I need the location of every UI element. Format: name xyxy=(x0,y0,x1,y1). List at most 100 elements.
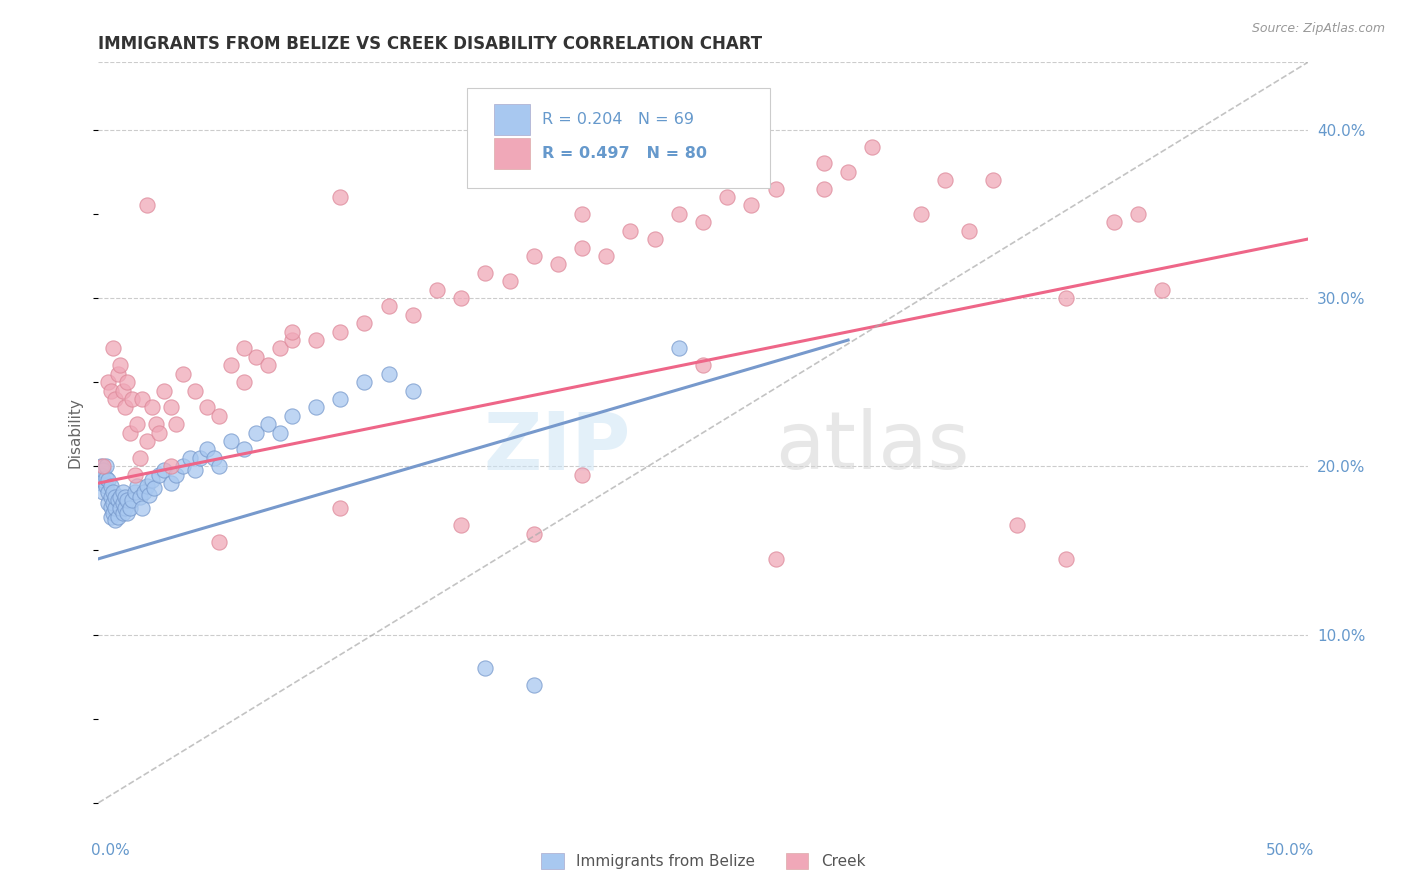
Point xyxy=(184,384,207,398)
Point xyxy=(305,401,328,415)
Point xyxy=(1054,291,1077,305)
Point xyxy=(111,484,134,499)
Point xyxy=(813,181,835,195)
Point xyxy=(668,207,690,221)
Point xyxy=(179,450,201,465)
Point xyxy=(204,450,226,465)
Point xyxy=(1054,551,1077,566)
Point xyxy=(619,224,641,238)
Point xyxy=(221,434,243,448)
Point xyxy=(910,207,932,221)
Point xyxy=(91,484,114,499)
Point xyxy=(281,325,304,339)
Point xyxy=(813,156,835,170)
Point xyxy=(208,459,231,474)
Point xyxy=(208,535,231,549)
Point xyxy=(128,450,150,465)
Point xyxy=(245,425,267,440)
Point xyxy=(547,257,569,271)
Point xyxy=(934,173,956,187)
Point xyxy=(1152,283,1174,297)
Point xyxy=(91,462,114,476)
Point xyxy=(100,384,122,398)
Point xyxy=(114,501,136,516)
Point xyxy=(765,551,787,566)
Point xyxy=(571,467,593,482)
Point xyxy=(474,661,496,675)
Point xyxy=(160,401,183,415)
Point xyxy=(131,392,153,406)
Point xyxy=(232,442,254,457)
Text: Source: ZipAtlas.com: Source: ZipAtlas.com xyxy=(1251,22,1385,36)
Point xyxy=(135,479,157,493)
Text: ZIP: ZIP xyxy=(484,409,630,486)
Point xyxy=(402,384,425,398)
Point xyxy=(141,473,163,487)
Point xyxy=(281,409,304,423)
Point xyxy=(97,473,120,487)
Point xyxy=(184,462,207,476)
Point xyxy=(141,401,163,415)
Point xyxy=(104,513,127,527)
Point xyxy=(377,300,399,314)
Point xyxy=(329,190,352,204)
Point xyxy=(111,384,134,398)
Point xyxy=(165,467,187,482)
Point xyxy=(138,488,160,502)
Point xyxy=(124,467,146,482)
Point xyxy=(107,367,129,381)
Point xyxy=(94,459,117,474)
Point xyxy=(117,375,139,389)
Text: 0.0%: 0.0% xyxy=(91,843,131,858)
Point xyxy=(172,459,194,474)
Point xyxy=(97,375,120,389)
Point xyxy=(837,165,859,179)
Point xyxy=(329,392,352,406)
Point xyxy=(450,518,472,533)
Point xyxy=(981,173,1004,187)
Point xyxy=(281,333,304,347)
Text: 50.0%: 50.0% xyxy=(1267,843,1315,858)
Point xyxy=(232,342,254,356)
Text: atlas: atlas xyxy=(776,409,970,486)
Point xyxy=(152,462,174,476)
Point xyxy=(118,425,141,440)
Point xyxy=(172,367,194,381)
Point xyxy=(100,509,122,524)
Point xyxy=(111,507,134,521)
Text: R = 0.497   N = 80: R = 0.497 N = 80 xyxy=(543,146,707,161)
Point xyxy=(860,139,883,153)
Point xyxy=(765,181,787,195)
Point xyxy=(195,442,218,457)
Point xyxy=(474,266,496,280)
Point xyxy=(108,501,131,516)
Point xyxy=(131,501,153,516)
Point xyxy=(94,479,117,493)
Point xyxy=(221,359,243,373)
Point xyxy=(269,342,291,356)
Point xyxy=(195,401,218,415)
Point xyxy=(117,492,139,507)
Point xyxy=(117,507,139,521)
Point xyxy=(91,473,114,487)
Point xyxy=(111,496,134,510)
Point xyxy=(148,467,170,482)
Point xyxy=(329,325,352,339)
Point xyxy=(595,249,617,263)
Point xyxy=(353,375,375,389)
Point xyxy=(740,198,762,212)
Point xyxy=(256,359,278,373)
Point xyxy=(127,417,149,432)
Text: R = 0.204   N = 69: R = 0.204 N = 69 xyxy=(543,112,695,127)
Point xyxy=(305,333,328,347)
Point xyxy=(127,479,149,493)
Point xyxy=(134,484,156,499)
Point xyxy=(90,459,112,474)
Point xyxy=(152,384,174,398)
Point xyxy=(104,392,127,406)
Point xyxy=(143,481,166,495)
Point xyxy=(523,526,546,541)
Point xyxy=(716,190,738,204)
Point xyxy=(644,232,666,246)
Point xyxy=(97,484,120,499)
